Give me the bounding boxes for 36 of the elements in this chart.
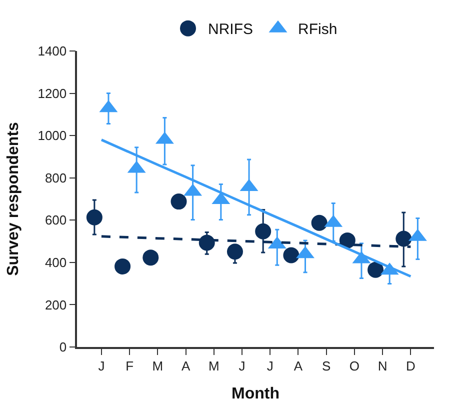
point: [396, 230, 412, 247]
point: [142, 250, 159, 266]
y-tick-label: 1200: [38, 86, 67, 101]
point: [226, 244, 243, 260]
point: [170, 194, 187, 210]
y-tick-label: 1400: [38, 44, 67, 59]
y-tick-label: 0: [59, 340, 67, 355]
y-axis-title: Survey respondents: [5, 122, 22, 276]
x-tick-label: J: [98, 358, 105, 374]
x-tick-label: M: [152, 358, 164, 374]
x-tick-label: J: [266, 358, 274, 374]
y-tick-label: 400: [44, 254, 67, 270]
x-tick-label: M: [208, 358, 220, 374]
point: [311, 214, 328, 231]
point: [86, 209, 102, 226]
x-axis-title: Month: [232, 386, 280, 403]
point: [339, 232, 356, 248]
legend-label: RFish: [298, 21, 338, 38]
x-tick-label: J: [238, 358, 246, 374]
x-tick-label: A: [181, 358, 190, 374]
y-tick-label: 600: [44, 212, 67, 228]
x-tick-label: D: [406, 358, 416, 374]
x-tick-label: F: [126, 358, 134, 374]
y-tick-label: 800: [44, 170, 67, 186]
point: [198, 234, 215, 251]
x-tick-label: S: [322, 358, 332, 374]
point: [255, 223, 272, 240]
x-tick-label: A: [294, 358, 303, 374]
x-tick-label: O: [349, 358, 360, 374]
point: [283, 247, 300, 264]
point: [368, 262, 384, 278]
x-tick-label: N: [378, 358, 388, 374]
y-tick-label: 200: [44, 297, 67, 312]
y-tick-label: 1000: [38, 128, 67, 144]
point: [114, 258, 131, 274]
legend-label: NRIFS: [208, 21, 253, 38]
